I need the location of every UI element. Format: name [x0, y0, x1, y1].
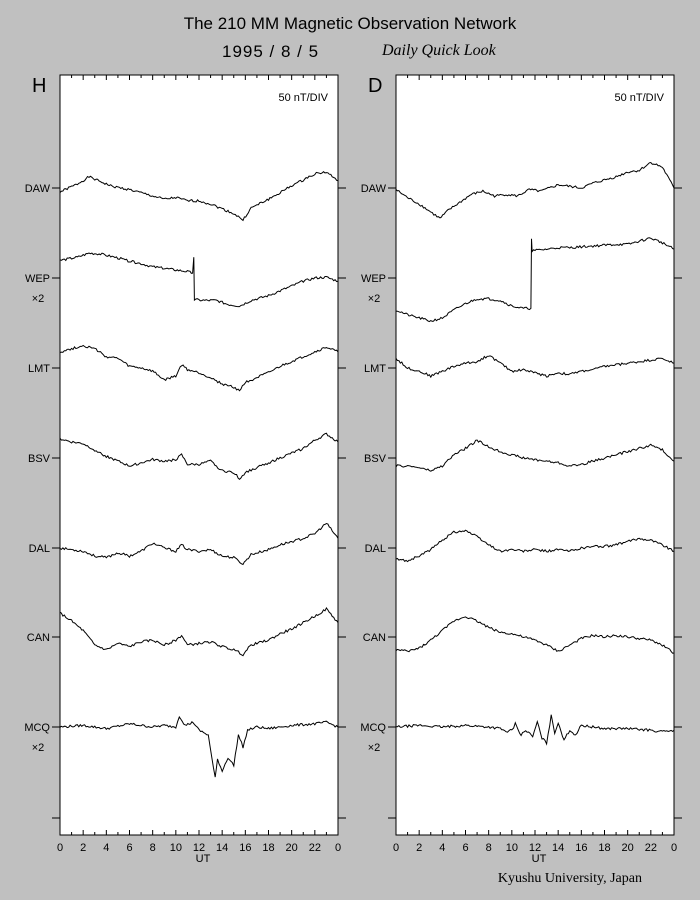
station-label: BSV	[28, 453, 51, 465]
trace-mcq	[59, 715, 339, 778]
scale-label: 50 nT/DIV	[278, 92, 328, 104]
station-label: DAW	[25, 183, 51, 195]
scale-label: 50 nT/DIV	[614, 92, 664, 104]
x-tick-label: 8	[486, 842, 492, 854]
trace-wep	[395, 237, 675, 323]
x-tick-label: 6	[462, 842, 468, 854]
x-tick-label: 0	[57, 842, 63, 854]
trace-daw	[395, 161, 675, 219]
scale-multiplier-label: ×2	[32, 293, 45, 305]
station-label: CAN	[27, 632, 50, 644]
x-tick-label: 16	[239, 842, 251, 854]
station-label: CAN	[363, 632, 386, 644]
x-tick-label: 20	[286, 842, 298, 854]
scale-multiplier-label: ×2	[368, 742, 381, 754]
trace-can	[59, 607, 339, 657]
trace-can	[395, 616, 675, 654]
panel-label: H	[32, 75, 46, 97]
x-tick-label: 0	[335, 842, 341, 854]
x-tick-label: 16	[575, 842, 587, 854]
station-label: MCQ	[24, 722, 50, 734]
trace-bsv	[395, 439, 675, 472]
trace-lmt	[59, 344, 339, 392]
x-tick-label: 4	[439, 842, 445, 854]
x-tick-label: 2	[416, 842, 422, 854]
quicklook-subtitle: Daily Quick Look	[382, 42, 496, 59]
station-label: WEP	[25, 273, 50, 285]
x-tick-label: 20	[622, 842, 634, 854]
x-tick-label: 12	[193, 842, 205, 854]
x-tick-label: 4	[103, 842, 109, 854]
x-axis-label: UT	[196, 853, 211, 865]
x-tick-label: 18	[262, 842, 274, 854]
scale-multiplier-label: ×2	[368, 293, 381, 305]
station-label: DAL	[365, 543, 386, 555]
station-label: DAW	[361, 183, 387, 195]
institution-credit: Kyushu University, Japan	[497, 871, 642, 886]
trace-mcq	[396, 714, 675, 746]
x-tick-label: 14	[216, 842, 228, 854]
x-axis-label: UT	[532, 853, 547, 865]
trace-dal	[395, 529, 675, 563]
panel-label: D	[368, 75, 382, 97]
station-label: WEP	[361, 273, 386, 285]
x-tick-label: 6	[126, 842, 132, 854]
trace-daw	[59, 171, 339, 222]
panel-h: H 50 nT/DIV 0 2 4 6 8 10 12 14 16 18 20 22 0 UT DAW WEP ×2…	[24, 74, 346, 865]
x-tick-label: 10	[170, 842, 182, 854]
x-tick-label: 22	[309, 842, 321, 854]
x-tick-label: 12	[529, 842, 541, 854]
chart-title: The 210 MM Magnetic Observation Network	[183, 14, 517, 33]
scale-multiplier-label: ×2	[32, 742, 45, 754]
trace-dal	[59, 522, 339, 566]
x-tick-label: 0	[671, 842, 677, 854]
observation-date: 1995 / 8 / 5	[222, 42, 320, 61]
plot-frame	[59, 74, 339, 836]
station-label: DAL	[29, 543, 50, 555]
x-tick-label: 18	[598, 842, 610, 854]
plot-frame	[395, 74, 675, 836]
station-label: BSV	[364, 453, 387, 465]
x-tick-label: 8	[150, 842, 156, 854]
x-tick-label: 0	[393, 842, 399, 854]
station-label: MCQ	[360, 722, 386, 734]
trace-lmt	[395, 355, 675, 379]
station-label: LMT	[28, 363, 50, 375]
station-label: LMT	[364, 363, 386, 375]
trace-wep	[59, 252, 339, 308]
x-tick-label: 2	[80, 842, 86, 854]
x-tick-label: 22	[645, 842, 657, 854]
trace-bsv	[59, 432, 339, 480]
x-tick-label: 14	[552, 842, 564, 854]
x-tick-label: 10	[506, 842, 518, 854]
panel-d: D 50 nT/DIV 0 2 4 6 8 10 12 14 16 18 20 22 0 UT DAW WEP ×2…	[360, 74, 682, 865]
